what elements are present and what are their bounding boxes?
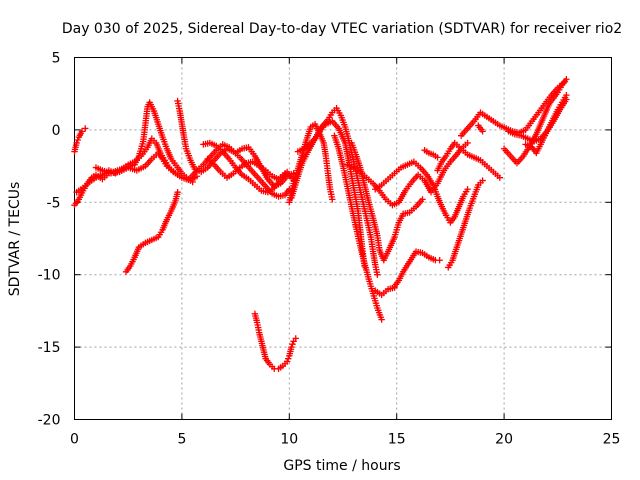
data-point [78,128,86,135]
data-point [283,358,291,365]
x-tick-label: 25 [603,432,621,448]
x-axis-label: GPS time / hours [283,458,400,474]
data-point [174,188,181,196]
y-tick-label: -15 [38,340,61,356]
data-point [281,170,289,177]
data-point [292,335,299,342]
data-point [436,257,443,264]
data-point [464,139,471,147]
x-tick-label: 5 [177,432,186,448]
plot-frame [74,57,612,420]
y-tick-labels: 5 0 -5 -10 -15 -20 [38,51,61,429]
y-tick-label: -20 [38,413,61,429]
data-point [378,316,385,323]
data-point [563,76,570,83]
data-point [73,139,80,147]
data-point [285,355,292,362]
data-point [289,341,296,348]
x-tick-label: 15 [388,432,406,448]
data-point [82,125,89,132]
data-point [419,196,426,203]
x-tick-labels: 0 5 10 15 20 25 [70,432,620,448]
x-tick-label: 0 [70,432,79,448]
data-point [434,154,441,161]
data-point [374,271,381,278]
data-point [479,128,486,135]
y-tick-label: -5 [47,195,61,211]
y-tick-label: 5 [52,51,61,67]
x-tick-label: 10 [280,432,298,448]
chart-title: Day 030 of 2025, Sidereal Day-to-day VTE… [62,21,622,37]
data-point [479,177,486,184]
data-point [496,174,504,181]
y-tick-label: -10 [38,268,61,284]
y-tick-label: 0 [52,123,61,139]
data-point [288,343,295,351]
data-point [464,186,471,193]
x-tick-label: 20 [495,432,513,448]
data-marks [71,76,570,373]
data-point [74,136,81,144]
data-point [391,284,398,291]
data-point [329,196,336,203]
data-point [563,96,570,103]
y-axis-label: SDTVAR / TECUs [7,182,23,297]
